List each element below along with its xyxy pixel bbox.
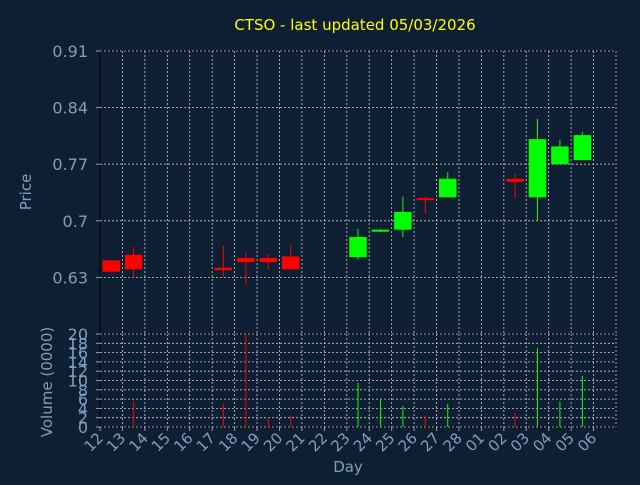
candle-body-03 xyxy=(528,139,547,198)
price-axis-label: Price xyxy=(17,174,35,211)
candle-body-20 xyxy=(281,256,300,270)
volume-tick-label: 14 xyxy=(68,353,88,372)
volume-tick-label: 20 xyxy=(68,325,88,344)
volume-tick-label: 0 xyxy=(78,418,88,437)
candle-body-19 xyxy=(259,257,278,263)
candle-body-02 xyxy=(506,178,524,182)
candle-body-17 xyxy=(214,267,233,271)
price-tick-label: 0.91 xyxy=(52,42,88,61)
candle-body-23 xyxy=(349,236,367,258)
volume-tick-label: 16 xyxy=(68,344,88,363)
candle-body-12 xyxy=(102,260,120,272)
volume-tick-label: 18 xyxy=(68,334,88,353)
volume-tick-label: 8 xyxy=(78,381,88,400)
volume-tick-label: 4 xyxy=(78,399,88,418)
volume-tick-label: 6 xyxy=(78,390,88,409)
price-tick-label: 0.77 xyxy=(52,155,88,174)
chart-title: CTSO - last updated 05/03/2026 xyxy=(234,16,475,34)
candle-body-04 xyxy=(551,146,569,165)
volume-tick-label: 12 xyxy=(68,362,88,381)
volume-tick-label: 2 xyxy=(78,409,88,428)
candle-body-05 xyxy=(573,135,592,161)
candle-body-13 xyxy=(124,254,143,270)
candle-body-18 xyxy=(237,257,255,263)
price-tick-label: 0.63 xyxy=(52,268,88,287)
candle-body-24 xyxy=(371,229,390,232)
price-panel: 0.91 0.84 0.77 0.7 0.63 xyxy=(52,42,617,335)
volume-tick-label: 10 xyxy=(68,372,88,391)
price-tick-label: 0.84 xyxy=(52,99,88,118)
candle-body-27 xyxy=(438,178,457,198)
x-axis-label: Day xyxy=(333,458,363,476)
x-axis: 1213141516171819202122232425262728010203… xyxy=(81,427,600,455)
price-tick-label: 0.7 xyxy=(63,212,88,231)
candle-body-26 xyxy=(416,198,435,201)
volume-axis-label: Volume (0000) xyxy=(38,327,56,437)
candle-body-25 xyxy=(394,211,412,230)
